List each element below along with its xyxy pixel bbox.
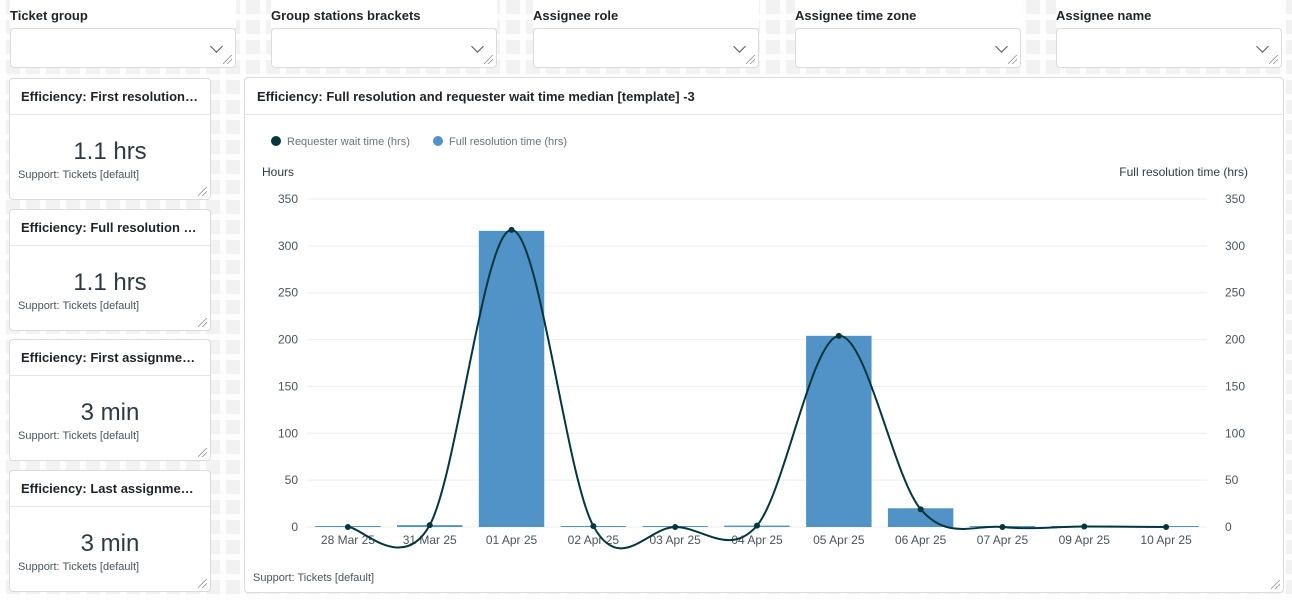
legend-label-requester-wait: Requester wait time (hrs) bbox=[287, 136, 410, 148]
y2-tick-label: 250 bbox=[1225, 286, 1245, 300]
x-tick-label: 05 Apr 25 bbox=[813, 533, 865, 547]
x-tick-label: 03 Apr 25 bbox=[649, 533, 701, 547]
kpi-value: 1.1 hrs bbox=[73, 138, 147, 165]
kpi-title: Efficiency: Full resolution ti... bbox=[10, 210, 210, 246]
y2-tick-label: 300 bbox=[1225, 239, 1245, 253]
line-point bbox=[590, 523, 597, 530]
kpi-title: Efficiency: First resolution t... bbox=[10, 79, 210, 115]
y2-axis-title: Full resolution time (hrs) bbox=[1119, 165, 1248, 179]
line-point bbox=[917, 506, 924, 513]
kpi-title: Efficiency: First assignment... bbox=[10, 340, 210, 376]
resize-handle-icon[interactable] bbox=[1008, 55, 1017, 64]
resize-handle-icon[interactable] bbox=[198, 318, 207, 327]
chevron-down-icon bbox=[471, 40, 484, 53]
y-tick-label: 250 bbox=[278, 286, 298, 300]
kpi-value: 1.1 hrs bbox=[73, 269, 147, 296]
resize-handle-icon[interactable] bbox=[1271, 580, 1280, 589]
assignee-role-select[interactable] bbox=[533, 28, 759, 68]
chevron-down-icon bbox=[210, 40, 223, 53]
kpi-full-resolution-time[interactable]: Efficiency: Full resolution ti... 1.1 hr… bbox=[9, 209, 211, 331]
line-point bbox=[426, 522, 433, 529]
y-axis-title: Hours bbox=[262, 165, 294, 179]
filter-label: Assignee role bbox=[533, 0, 759, 28]
legend-label-full-resolution: Full resolution time (hrs) bbox=[449, 136, 567, 148]
kpi-value: 3 min bbox=[80, 530, 140, 557]
x-tick-label: 09 Apr 25 bbox=[1059, 533, 1111, 547]
x-tick-label: 28 Mar 25 bbox=[321, 533, 375, 547]
chart-title: Efficiency: Full resolution and requeste… bbox=[245, 78, 1283, 115]
series-line-requester-wait bbox=[347, 228, 1167, 550]
line-point bbox=[672, 524, 679, 530]
legend-dot-full-resolution bbox=[433, 136, 443, 146]
filter-ticket-group: Ticket group bbox=[10, 0, 236, 68]
x-tick-label: 02 Apr 25 bbox=[568, 533, 620, 547]
kpi-source: Support: Tickets [default] bbox=[18, 169, 140, 181]
filter-assignee-role: Assignee role bbox=[533, 0, 759, 68]
y-tick-label: 100 bbox=[278, 426, 298, 440]
kpi-source: Support: Tickets [default] bbox=[18, 561, 140, 573]
y-tick-label: 350 bbox=[278, 192, 298, 206]
resize-handle-icon[interactable] bbox=[1269, 55, 1278, 64]
filter-label: Ticket group bbox=[10, 0, 236, 28]
filter-label: Assignee time zone bbox=[795, 0, 1021, 28]
resize-handle-icon[interactable] bbox=[198, 579, 207, 588]
y2-tick-label: 200 bbox=[1225, 333, 1245, 347]
kpi-first-assignment[interactable]: Efficiency: First assignment... 3 min Su… bbox=[9, 339, 211, 461]
combo-chart: Requester wait time (hrs) Full resolution… bbox=[262, 136, 1248, 550]
x-tick-label: 06 Apr 25 bbox=[895, 533, 947, 547]
chevron-down-icon bbox=[1256, 40, 1269, 53]
resize-handle-icon[interactable] bbox=[198, 448, 207, 457]
y-tick-label: 0 bbox=[291, 520, 298, 534]
x-tick-label: 04 Apr 25 bbox=[731, 533, 783, 547]
resize-handle-icon[interactable] bbox=[484, 55, 493, 64]
y-tick-label: 300 bbox=[278, 239, 298, 253]
kpi-last-assignment[interactable]: Efficiency: Last assignment... 3 min Sup… bbox=[9, 470, 211, 592]
x-tick-label: 10 Apr 25 bbox=[1140, 533, 1192, 547]
line-point bbox=[1081, 523, 1088, 530]
kpi-value: 3 min bbox=[80, 399, 140, 426]
chevron-down-icon bbox=[733, 40, 746, 53]
line-point bbox=[508, 226, 515, 233]
chevron-down-icon bbox=[995, 40, 1008, 53]
filter-label: Assignee name bbox=[1056, 0, 1282, 28]
y2-tick-label: 350 bbox=[1225, 192, 1245, 206]
legend-dot-requester-wait bbox=[271, 136, 281, 146]
line-point bbox=[1163, 524, 1170, 530]
x-tick-label: 07 Apr 25 bbox=[977, 533, 1029, 547]
filter-group-stations-brackets: Group stations brackets bbox=[271, 0, 497, 68]
kpi-first-resolution-time[interactable]: Efficiency: First resolution t... 1.1 hr… bbox=[9, 78, 211, 200]
x-tick-label: 31 Mar 25 bbox=[403, 533, 457, 547]
resize-handle-icon[interactable] bbox=[198, 187, 207, 196]
y-tick-label: 200 bbox=[278, 333, 298, 347]
filter-label: Group stations brackets bbox=[271, 0, 497, 28]
line-point bbox=[344, 524, 351, 530]
ticket-group-select[interactable] bbox=[10, 28, 236, 68]
group-stations-brackets-select[interactable] bbox=[271, 28, 497, 68]
y2-tick-label: 150 bbox=[1225, 379, 1245, 393]
y2-tick-label: 0 bbox=[1225, 520, 1232, 534]
y2-tick-label: 50 bbox=[1225, 473, 1239, 487]
y2-tick-label: 100 bbox=[1225, 426, 1245, 440]
kpi-title: Efficiency: Last assignment... bbox=[10, 471, 210, 507]
resize-handle-icon[interactable] bbox=[746, 55, 755, 64]
chart-card[interactable]: Efficiency: Full resolution and requeste… bbox=[244, 77, 1284, 593]
chart-source: Support: Tickets [default] bbox=[253, 572, 375, 584]
kpi-source: Support: Tickets [default] bbox=[18, 430, 140, 442]
line-point bbox=[999, 524, 1006, 530]
y-tick-label: 50 bbox=[285, 473, 299, 487]
line-point bbox=[754, 522, 760, 529]
kpi-source: Support: Tickets [default] bbox=[18, 300, 140, 312]
x-tick-label: 01 Apr 25 bbox=[486, 533, 538, 547]
line-point bbox=[835, 332, 842, 339]
resize-handle-icon[interactable] bbox=[223, 55, 232, 64]
y-tick-label: 150 bbox=[278, 379, 298, 393]
assignee-time-zone-select[interactable] bbox=[795, 28, 1021, 68]
filter-assignee-time-zone: Assignee time zone bbox=[795, 0, 1021, 68]
bar bbox=[478, 230, 545, 527]
assignee-name-select[interactable] bbox=[1056, 28, 1282, 68]
filter-assignee-name: Assignee name bbox=[1056, 0, 1282, 68]
